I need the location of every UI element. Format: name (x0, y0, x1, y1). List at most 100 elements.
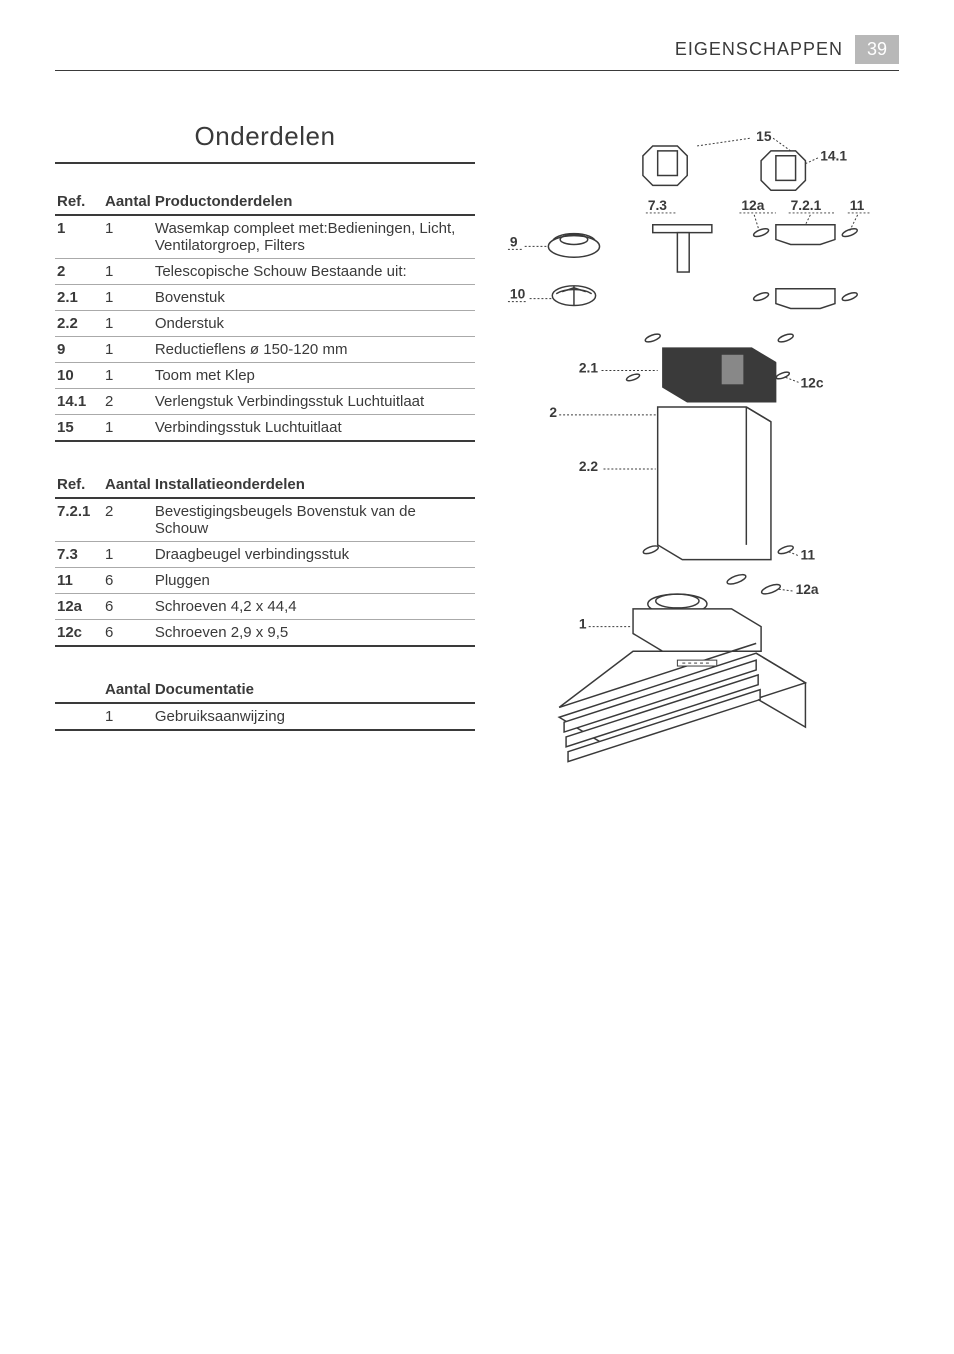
cell-desc: Bovenstuk (153, 285, 475, 311)
table-row: 11Wasemkap compleet met:Bedieningen, Lic… (55, 215, 475, 259)
table-row: 7.31Draagbeugel verbindingsstuk (55, 542, 475, 568)
part-screws-mid (644, 333, 794, 344)
part-2-1 (663, 348, 776, 402)
cell-ref: 14.1 (55, 389, 103, 415)
col-header-qty: Aantal (103, 677, 153, 703)
cell-qty: 2 (103, 389, 153, 415)
cell-qty: 6 (103, 568, 153, 594)
cell-ref: 2.1 (55, 285, 103, 311)
cell-desc: Draagbeugel verbindingsstuk (153, 542, 475, 568)
col-header-ref: Ref. (55, 189, 103, 215)
cell-ref: 7.3 (55, 542, 103, 568)
cell-qty: 6 (103, 620, 153, 647)
cell-ref: 12a (55, 594, 103, 620)
cell-ref: 2 (55, 259, 103, 285)
col-header-desc: Installatieonderdelen (153, 472, 475, 498)
header-title: EIGENSCHAPPEN (675, 39, 843, 60)
cell-qty: 1 (103, 311, 153, 337)
diagram-label-10: 10 (510, 287, 526, 302)
cell-qty: 1 (103, 285, 153, 311)
table-row: 14.12Verlengstuk Verbindingsstuk Luchtui… (55, 389, 475, 415)
cell-ref: 15 (55, 415, 103, 442)
diagram-label-12c: 12c (801, 375, 824, 390)
col-header-desc: Productonderdelen (153, 189, 475, 215)
part-9 (548, 234, 599, 258)
table-row: 12c6Schroeven 2,9 x 9,5 (55, 620, 475, 647)
col-header-ref: Ref. (55, 472, 103, 498)
table-row: 2.11Bovenstuk (55, 285, 475, 311)
table-row: 12a6Schroeven 4,2 x 44,4 (55, 594, 475, 620)
cell-ref: 11 (55, 568, 103, 594)
diagram-label-7-3: 7.3 (648, 198, 667, 213)
part-14-1-right (761, 151, 805, 190)
cell-desc: Bevestigingsbeugels Bovenstuk van de Sch… (153, 498, 475, 542)
diagram-label-7-2-1: 7.2.1 (791, 198, 822, 213)
diagram-label-2: 2 (549, 405, 557, 420)
col-header-qty: Aantal (103, 472, 153, 498)
cell-qty: 2 (103, 498, 153, 542)
diagram-label-9: 9 (510, 234, 518, 249)
cell-ref: 9 (55, 337, 103, 363)
diagram-label-12a-bot: 12a (796, 582, 819, 597)
cell-ref: 2.2 (55, 311, 103, 337)
diagram-label-11-bot: 11 (801, 548, 816, 563)
part-7-2-1-bot (753, 289, 858, 309)
cell-qty: 1 (103, 363, 153, 389)
cell-qty: 1 (103, 259, 153, 285)
cell-desc: Reductieflens ø 150-120 mm (153, 337, 475, 363)
cell-desc: Onderstuk (153, 311, 475, 337)
part-14-1-left (643, 146, 687, 185)
part-1-hood (559, 594, 805, 761)
cell-ref: 12c (55, 620, 103, 647)
col-header-ref (55, 677, 103, 703)
part-10 (552, 286, 595, 306)
diagram-label-12a-top: 12a (741, 198, 764, 213)
exploded-diagram: 15 14.1 7.3 12a 7.2.1 11 (505, 121, 899, 821)
cell-qty: 1 (103, 703, 153, 730)
diagram-label-2-2: 2.2 (579, 459, 598, 474)
product-parts-table: Ref. Aantal Productonderdelen 11Wasemkap… (55, 189, 475, 442)
cell-desc: Verlengstuk Verbindingsstuk Luchtuitlaat (153, 389, 475, 415)
table-row: 21Telescopische Schouw Bestaande uit: (55, 259, 475, 285)
col-header-desc: Documentatie (153, 677, 475, 703)
table-row: 101Toom met Klep (55, 363, 475, 389)
cell-desc: Verbindingsstuk Luchtuitlaat (153, 415, 475, 442)
cell-ref: 7.2.1 (55, 498, 103, 542)
cell-qty: 1 (103, 215, 153, 259)
cell-desc: Pluggen (153, 568, 475, 594)
cell-ref: 10 (55, 363, 103, 389)
table-row: 1Gebruiksaanwijzing (55, 703, 475, 730)
table-row: 116Pluggen (55, 568, 475, 594)
col-header-qty: Aantal (103, 189, 153, 215)
cell-qty: 1 (103, 542, 153, 568)
tables-column: Onderdelen Ref. Aantal Productonderdelen… (55, 121, 475, 826)
diagram-label-2-1: 2.1 (579, 361, 598, 376)
cell-qty: 1 (103, 337, 153, 363)
cell-ref (55, 703, 103, 730)
page-number: 39 (855, 35, 899, 64)
content-area: Onderdelen Ref. Aantal Productonderdelen… (55, 121, 899, 826)
section-title: Onderdelen (55, 121, 475, 164)
diagram-column: 15 14.1 7.3 12a 7.2.1 11 (505, 121, 899, 826)
part-7-3 (653, 225, 712, 272)
cell-desc: Schroeven 4,2 x 44,4 (153, 594, 475, 620)
diagram-label-14-1: 14.1 (820, 149, 847, 164)
table-row: 91Reductieflens ø 150-120 mm (55, 337, 475, 363)
table-row: 2.21Onderstuk (55, 311, 475, 337)
cell-desc: Wasemkap compleet met:Bedieningen, Licht… (153, 215, 475, 259)
diagram-label-11-top: 11 (850, 198, 865, 213)
cell-desc: Toom met Klep (153, 363, 475, 389)
page-header: EIGENSCHAPPEN 39 (55, 35, 899, 71)
install-parts-table: Ref. Aantal Installatieonderdelen 7.2.12… (55, 472, 475, 647)
diagram-label-15: 15 (756, 129, 772, 144)
diagram-label-1: 1 (579, 617, 587, 632)
part-7-2-1-top (753, 225, 858, 245)
cell-desc: Gebruiksaanwijzing (153, 703, 475, 730)
cell-desc: Schroeven 2,9 x 9,5 (153, 620, 475, 647)
table-row: 151Verbindingsstuk Luchtuitlaat (55, 415, 475, 442)
table-row: 7.2.12Bevestigingsbeugels Bovenstuk van … (55, 498, 475, 542)
cell-ref: 1 (55, 215, 103, 259)
cell-qty: 6 (103, 594, 153, 620)
part-2-2 (658, 407, 771, 560)
docs-table: Aantal Documentatie 1Gebruiksaanwijzing (55, 677, 475, 731)
